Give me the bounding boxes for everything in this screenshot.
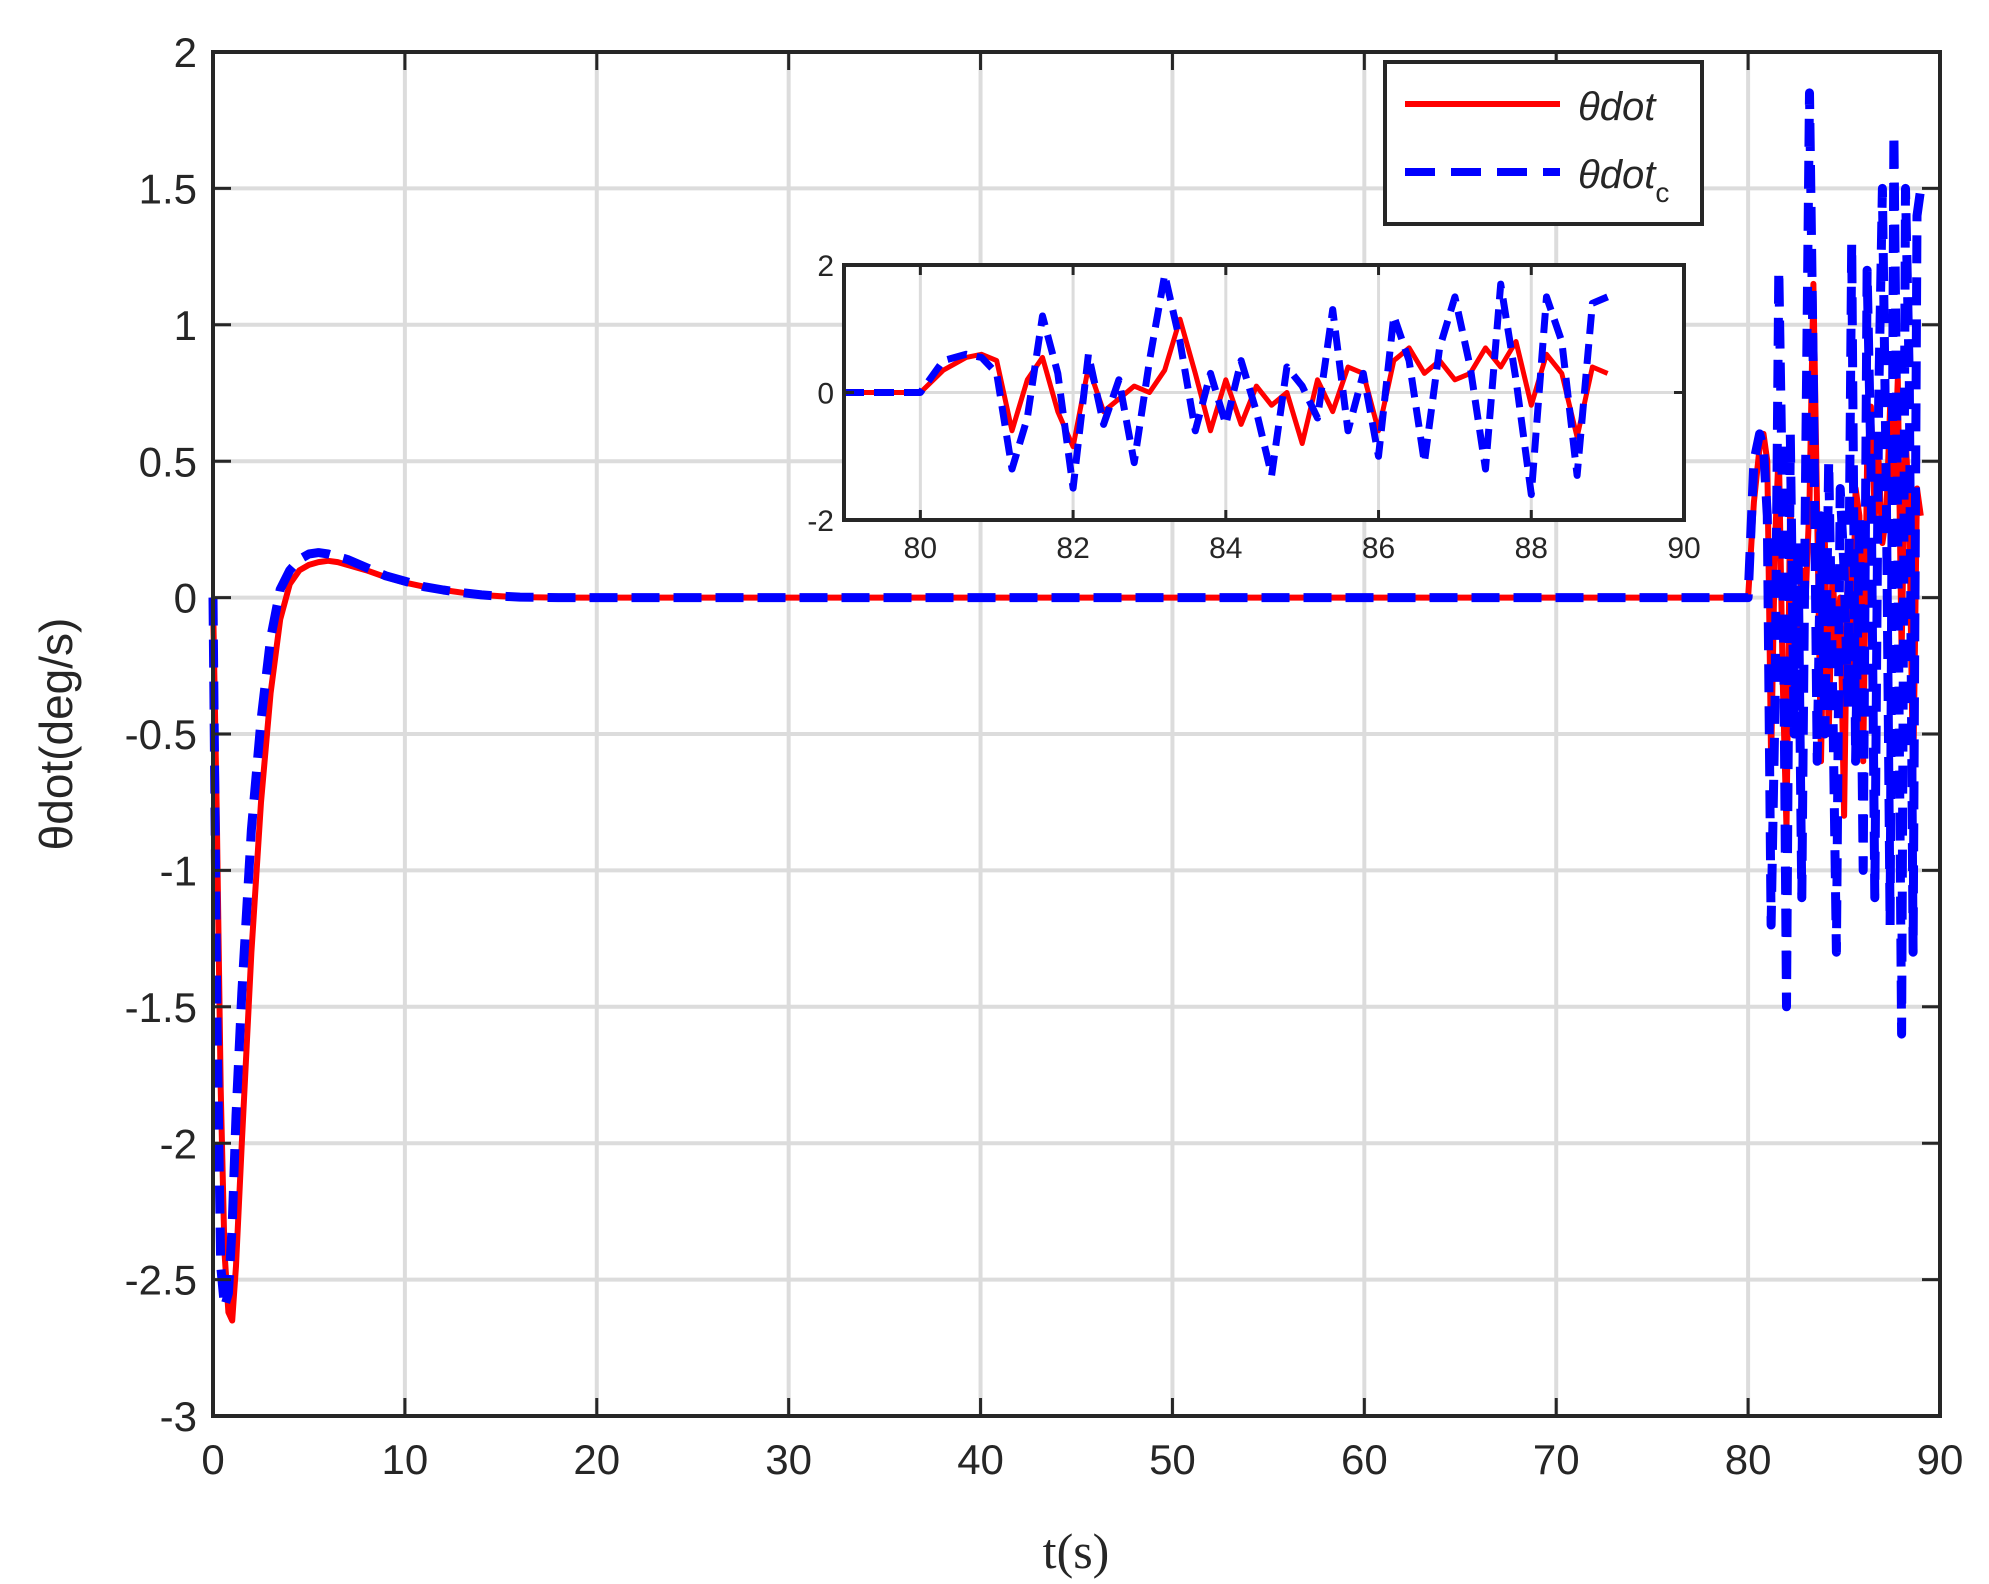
- main-y-tick-label: -2: [160, 1120, 197, 1167]
- inset-x-tick-label: 88: [1515, 532, 1548, 565]
- main-x-tick-label: 0: [201, 1436, 224, 1483]
- inset-x-tick-label: 90: [1667, 532, 1700, 565]
- main-x-tick-label: 80: [1725, 1436, 1772, 1483]
- inset-axes-box: [842, 263, 1686, 522]
- inset-series-theta-dot-c: [844, 271, 1609, 498]
- main-x-tick-label: 50: [1149, 1436, 1196, 1483]
- main-y-tick-label: 1.5: [139, 166, 197, 213]
- main-x-tick-label: 10: [382, 1436, 429, 1483]
- legend-label-theta-dot-c: θdotc: [1578, 153, 1669, 208]
- main-y-tick-label: -3: [160, 1393, 197, 1440]
- legend: θdot θdotc: [1383, 60, 1704, 226]
- legend-box: [1383, 60, 1704, 226]
- inset-y-tick-label: -2: [807, 505, 834, 538]
- main-x-tick-label: 90: [1917, 1436, 1964, 1483]
- main-y-tick-label: -0.5: [125, 711, 197, 758]
- main-y-tick-label: -2.5: [125, 1257, 197, 1304]
- inset-x-tick-label: 86: [1362, 532, 1395, 565]
- main-axes-box: [211, 50, 1942, 1418]
- inset-lines: [844, 271, 1609, 498]
- inset-y-tick-labels: -2 0 2: [807, 250, 834, 538]
- inset-y-tick-label: 0: [817, 377, 834, 410]
- inset-x-tick-label: 80: [904, 532, 937, 565]
- inset-x-tick-label: 82: [1056, 532, 1089, 565]
- main-y-tick-label: 2: [174, 29, 197, 76]
- main-y-tick-label: 0.5: [139, 438, 197, 485]
- main-plot: 0 10 20 30 40 50 60 70 80 90 -3-2.5-2-1.5-1-0.500…: [30, 29, 1963, 1579]
- main-y-tick-labels: -3 -2.5 -2 -1.5 -1 -0.5 0 0.5 1 1.5 2: [125, 29, 197, 1440]
- inset-plot: 80 82 84 86 88 90 -2 0 2: [807, 250, 1700, 565]
- main-x-tick-labels: 0 10 20 30 40 50 60 70 80 90: [201, 1436, 1963, 1483]
- main-lines: [208, 88, 1926, 1324]
- main-y-tick-label: 1: [174, 302, 197, 349]
- inset-x-tick-label: 84: [1209, 532, 1242, 565]
- inset-y-tick-label: 2: [817, 250, 834, 283]
- main-x-tick-label: 70: [1533, 1436, 1580, 1483]
- inset-x-tick-labels: 80 82 84 86 88 90: [904, 532, 1701, 565]
- main-y-tick-label: -1.5: [125, 984, 197, 1031]
- legend-label-theta-dot: θdot: [1578, 85, 1657, 129]
- y-axis-label: θdot(deg/s): [30, 618, 82, 851]
- main-x-tick-label: 40: [957, 1436, 1004, 1483]
- main-x-tick-label: 20: [573, 1436, 620, 1483]
- main-x-tick-label: 60: [1341, 1436, 1388, 1483]
- legend-label-theta-dot-main: θdot: [1578, 85, 1657, 129]
- x-axis-label: t(s): [1043, 1523, 1110, 1579]
- main-y-tick-label: 0: [174, 575, 197, 622]
- legend-label-theta-dot-c-main: θdot: [1578, 153, 1657, 197]
- legend-label-theta-dot-c-sub: c: [1655, 177, 1669, 208]
- main-series-theta-dot-c: [208, 88, 1926, 1312]
- main-y-tick-label: -1: [160, 848, 197, 895]
- main-x-tick-label: 30: [765, 1436, 812, 1483]
